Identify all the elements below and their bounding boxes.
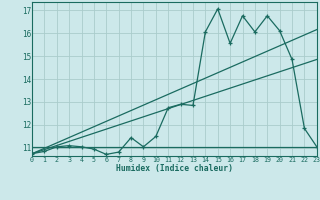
X-axis label: Humidex (Indice chaleur): Humidex (Indice chaleur) bbox=[116, 164, 233, 173]
